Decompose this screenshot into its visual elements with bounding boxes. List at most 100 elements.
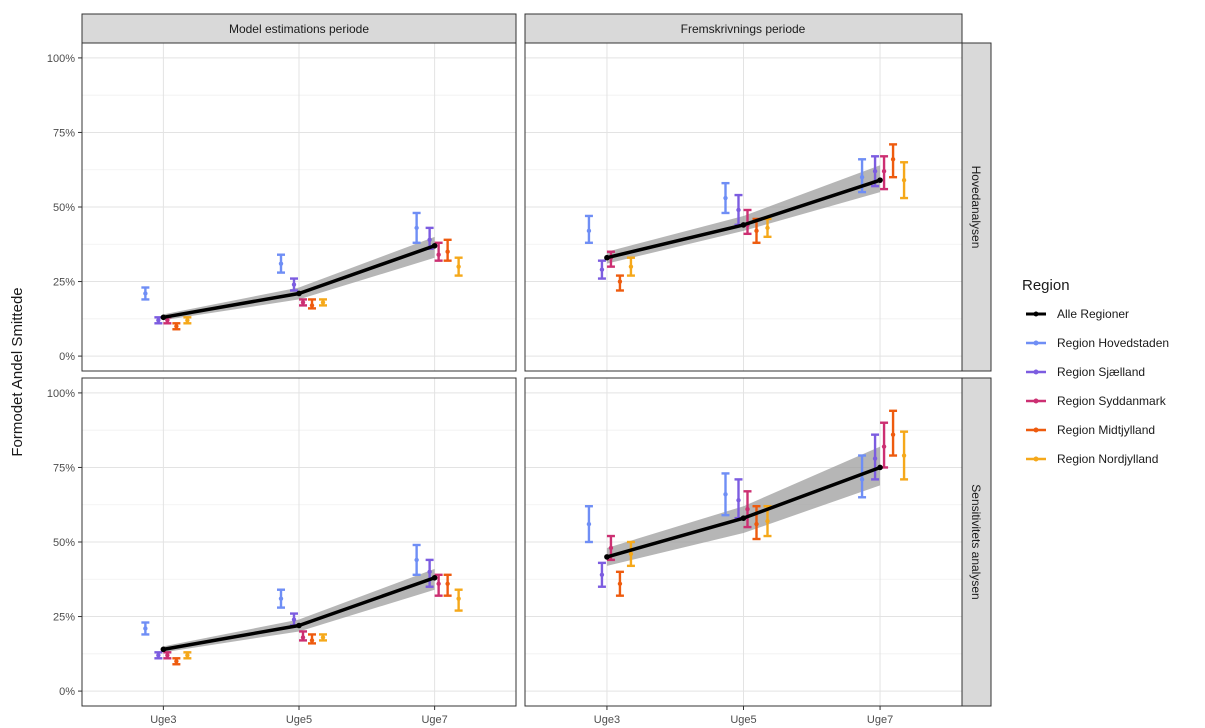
facet-title-hovedanalysen: Hovedanalysen: [969, 166, 983, 249]
region-point: [165, 653, 170, 658]
region-point: [185, 653, 190, 658]
region-point: [723, 492, 728, 497]
panel-1-1: Uge3 Uge5 Uge7: [524, 377, 963, 726]
region-point: [427, 569, 432, 575]
legend-item: Region Syddanmark: [1026, 394, 1167, 408]
x-tick-label: Uge3: [150, 714, 176, 726]
region-point: [872, 169, 878, 174]
legend-key-point: [1033, 456, 1039, 462]
region-point: [901, 177, 907, 183]
region-point: [617, 279, 623, 284]
region-point: [456, 264, 461, 269]
region-point: [278, 596, 284, 601]
legend-title: Region: [1022, 277, 1070, 294]
overall-point: [740, 515, 747, 521]
region-point: [456, 596, 461, 601]
y-axis-title: Formodet Andel Smittede: [9, 287, 26, 456]
legend: Region Alle Regioner Region Hovedstaden Re…: [1022, 277, 1169, 466]
region-point: [445, 581, 450, 586]
region-point: [320, 635, 326, 640]
overall-point: [431, 574, 438, 581]
region-point: [765, 518, 770, 524]
legend-label: Region Nordjylland: [1057, 452, 1158, 466]
legend-label: Alle Regioner: [1057, 307, 1129, 321]
overall-point: [160, 646, 167, 653]
x-tick-label: Uge7: [867, 714, 893, 726]
y-tick-label: 0%: [59, 686, 75, 698]
region-point: [427, 237, 432, 242]
region-point: [436, 252, 441, 257]
region-point: [436, 581, 441, 586]
region-point: [291, 617, 297, 622]
y-tick-label: 75%: [53, 127, 75, 139]
overall-point: [296, 290, 302, 297]
y-tick-label: 25%: [53, 277, 75, 289]
region-point: [608, 545, 614, 551]
x-tick-label: Uge7: [421, 714, 447, 726]
region-point: [143, 291, 148, 296]
region-point: [736, 207, 741, 213]
region-point: [754, 521, 759, 527]
region-point: [628, 264, 634, 269]
x-tick-label: Uge5: [730, 714, 756, 726]
region-point: [185, 318, 190, 323]
region-point: [165, 318, 170, 323]
overall-point: [740, 222, 747, 228]
region-point: [745, 507, 750, 512]
region-point: [872, 456, 878, 461]
legend-key-point: [1033, 369, 1039, 375]
region-point: [291, 282, 297, 287]
region-point: [278, 261, 284, 266]
region-point: [881, 169, 887, 174]
overall-point: [160, 314, 167, 321]
y-tick-label: 100%: [47, 388, 75, 400]
facet-strip-right-0: Hovedanalysen: [961, 42, 992, 372]
region-point: [309, 638, 315, 643]
region-point: [754, 228, 759, 234]
y-tick-label: 25%: [53, 612, 75, 624]
region-point: [628, 551, 634, 557]
legend-label: Region Sjælland: [1057, 365, 1145, 379]
facet-strip-top-1: Fremskrivnings periode: [524, 13, 963, 44]
region-point: [736, 498, 741, 503]
region-point: [901, 453, 907, 458]
panel-border: [524, 42, 963, 372]
region-point: [586, 521, 592, 527]
overall-point: [877, 464, 883, 471]
region-point: [723, 195, 728, 201]
y-tick-label: 0%: [59, 351, 75, 363]
region-point: [156, 318, 161, 323]
y-tick-label: 50%: [53, 202, 75, 214]
overall-point: [296, 622, 302, 629]
region-point: [586, 228, 592, 234]
facet-strip-top-0: Model estimations periode: [81, 13, 517, 44]
legend-key-point: [1033, 398, 1039, 404]
region-point: [174, 324, 179, 329]
panel-1-0: 0% 25% 50% 75% 100% Uge3 Uge5 Uge7: [47, 377, 517, 726]
legend-label: Region Midtjylland: [1057, 423, 1155, 437]
facet-title-sensitivitets: Sensitivitets analysen: [969, 484, 983, 599]
legend-label: Region Syddanmark: [1057, 394, 1167, 408]
region-point: [300, 300, 306, 305]
region-point: [320, 300, 326, 305]
legend-item: Region Hovedstaden: [1026, 336, 1169, 350]
facet-title-model-estimation: Model estimations periode: [229, 22, 369, 36]
panel-0-1: [524, 42, 963, 372]
region-point: [617, 581, 623, 586]
legend-key-point: [1033, 340, 1039, 346]
region-point: [414, 225, 419, 231]
overall-point: [604, 554, 610, 560]
region-point: [599, 572, 605, 577]
y-tick-label: 50%: [53, 537, 75, 549]
region-point: [859, 477, 865, 482]
region-point: [143, 626, 148, 631]
region-point: [300, 635, 306, 640]
legend-item: Region Midtjylland: [1026, 423, 1155, 437]
region-point: [765, 225, 770, 231]
region-point: [859, 174, 865, 180]
legend-item: Alle Regioner: [1026, 307, 1129, 321]
region-point: [599, 267, 605, 272]
x-tick-label: Uge5: [286, 714, 312, 726]
legend-key-point: [1033, 427, 1039, 433]
